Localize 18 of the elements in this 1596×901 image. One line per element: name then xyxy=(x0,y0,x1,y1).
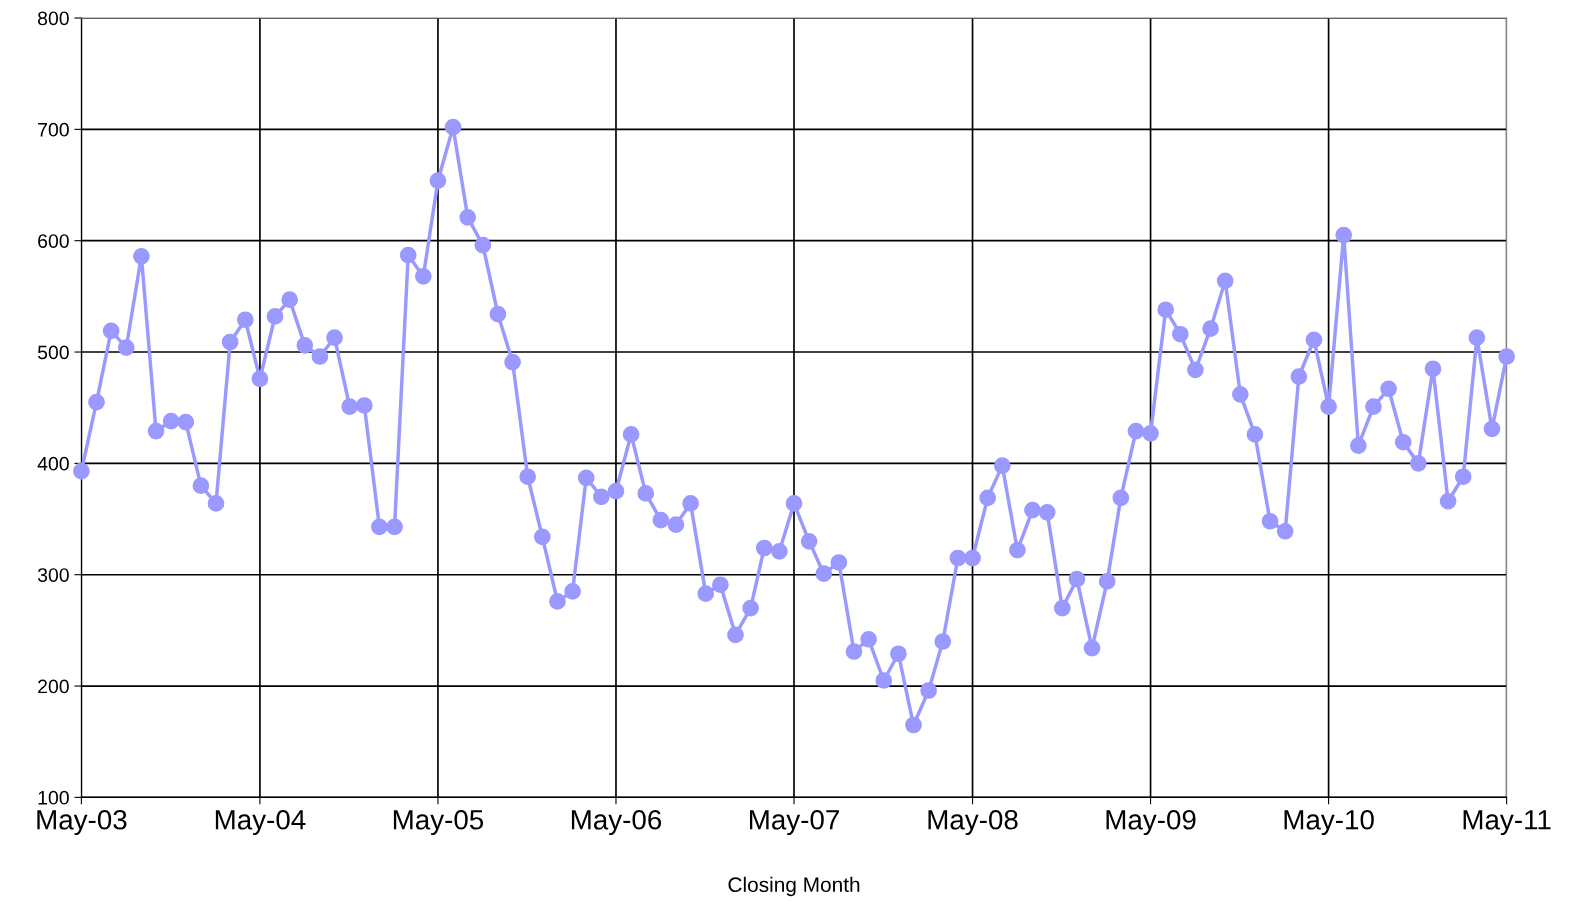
y-tick-label: 500 xyxy=(37,345,69,360)
x-tick-label: May-11 xyxy=(1463,810,1551,836)
x-tick-label: May-07 xyxy=(749,809,839,836)
y-tick-label: 600 xyxy=(38,234,69,248)
x-tick-label: May-10 xyxy=(1284,809,1374,836)
x-tick-label: May-04 xyxy=(215,809,306,836)
x-tick-label: May-03 xyxy=(37,809,127,836)
x-tick-label: May-09 xyxy=(1106,809,1196,836)
x-tick-label: May-08 xyxy=(928,809,1018,836)
x-tick-label: May-05 xyxy=(393,809,484,836)
y-tick-label: 400 xyxy=(37,456,69,471)
y-tick-label: 100 xyxy=(38,790,69,805)
x-axis-title: Closing Month xyxy=(728,876,860,897)
y-tick-label: 300 xyxy=(37,568,69,582)
y-tick-label: 800 xyxy=(38,11,69,26)
x-tick-label: May-06 xyxy=(571,809,662,836)
y-tick-label: 700 xyxy=(38,122,69,137)
y-tick-label: 200 xyxy=(38,679,69,694)
